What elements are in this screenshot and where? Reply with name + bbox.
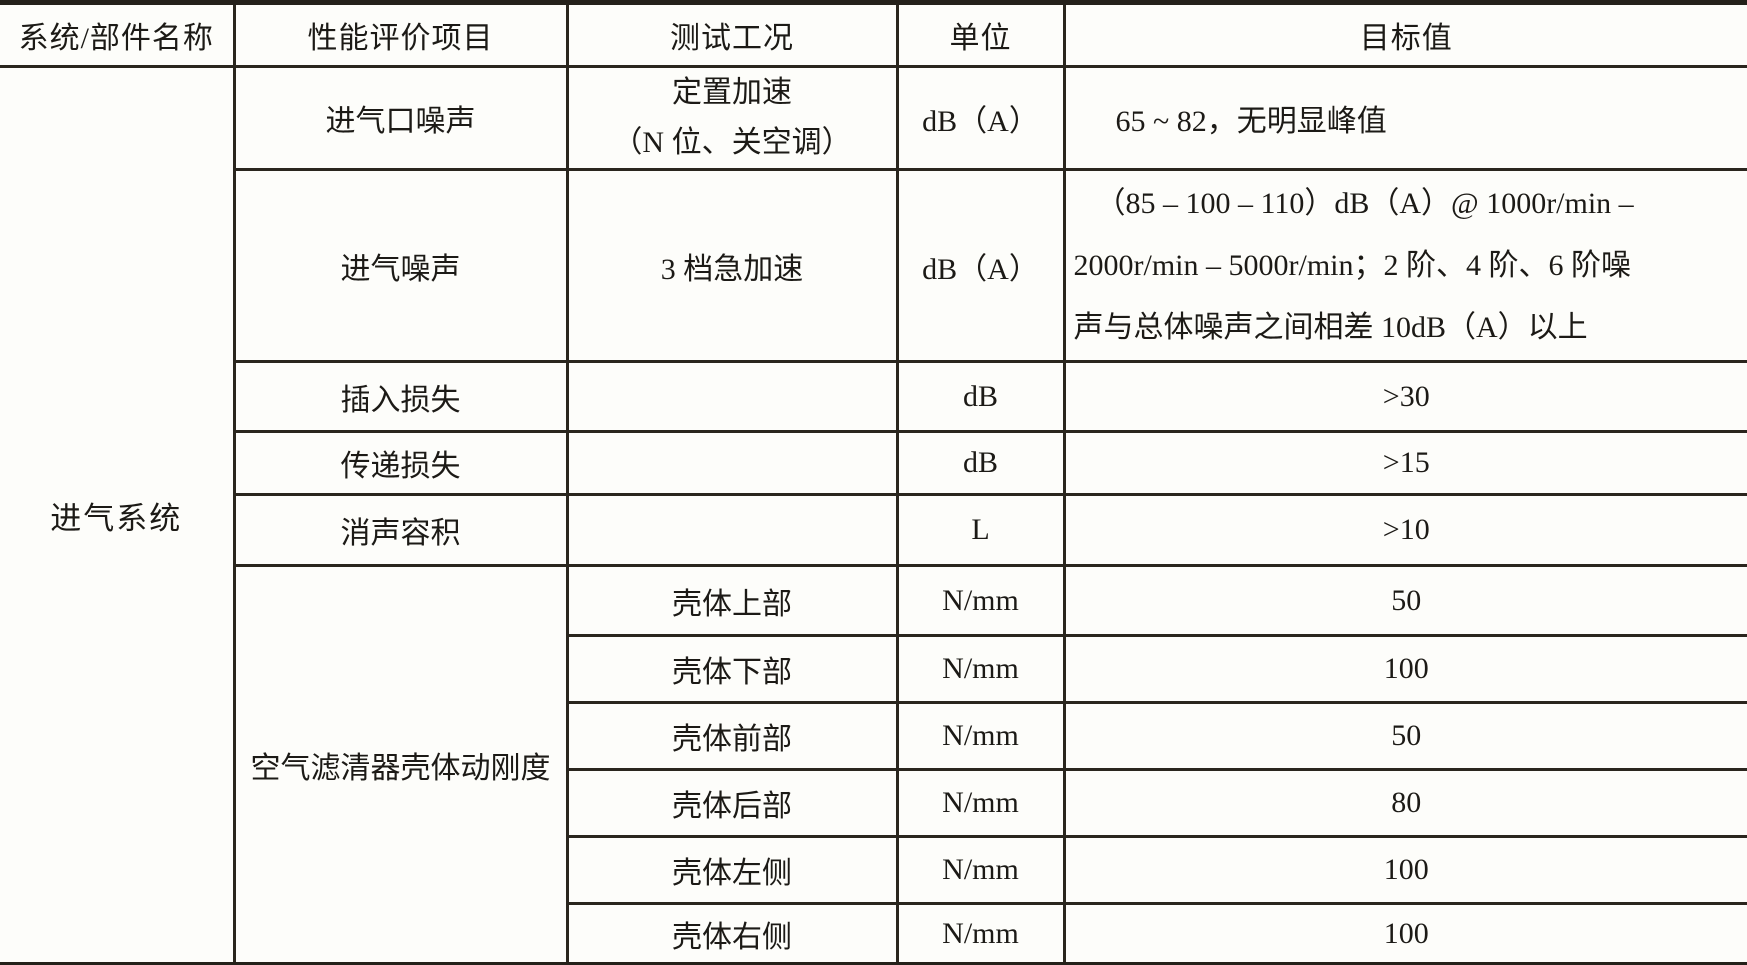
target-cell: >30	[1062, 360, 1747, 433]
condition-cell-empty	[565, 493, 899, 567]
unit-cell: dB	[895, 360, 1066, 433]
header-row: 系统/部件名称 性能评价项目 测试工况 单位 目标值	[0, 1, 1747, 68]
target-cell: 80	[1062, 768, 1747, 838]
unit-cell: L	[895, 493, 1066, 567]
row-housing-rear: 壳体后部 N/mm 80	[0, 768, 1747, 838]
item-cell: 进气口噪声	[232, 65, 569, 171]
target-cell: 100	[1062, 902, 1747, 965]
header-system-column: 系统/部件名称	[0, 1, 236, 68]
unit-cell: N/mm	[895, 768, 1066, 838]
row-intake-port-noise: 进气系统 进气口噪声 定置加速 （N 位、关空调） dB（A） 65 ~ 82，…	[0, 65, 1747, 965]
condition-cell: 定置加速 （N 位、关空调）	[565, 65, 899, 171]
unit-cell: dB（A）	[895, 65, 1066, 171]
item-cell: 消声容积	[232, 493, 569, 567]
target-line: 2000r/min – 5000r/min；2 阶、4 阶、6 阶噪	[1073, 248, 1632, 282]
row-housing-bottom: 壳体下部 N/mm 100	[0, 634, 1747, 704]
unit-cell: N/mm	[895, 835, 1066, 905]
row-transmission-loss: 传递损失 dB >15	[0, 430, 1747, 496]
condition-cell: 壳体右侧	[565, 902, 899, 965]
item-cell: 进气噪声	[232, 168, 569, 363]
condition-cell: 壳体前部	[565, 701, 899, 771]
row-housing-top: 空气滤清器壳体动刚度 壳体上部 N/mm 50	[0, 564, 1747, 965]
target-cell: 100	[1062, 835, 1747, 905]
target-cell: 50	[1062, 701, 1747, 771]
target-cell: （85 – 100 – 110）dB（A）@ 1000r/min – 2000r…	[1062, 168, 1747, 363]
unit-cell: dB（A）	[895, 168, 1066, 363]
row-housing-front: 壳体前部 N/mm 50	[0, 701, 1747, 771]
unit-cell: dB	[895, 430, 1066, 496]
target-line: （85 – 100 – 110）dB（A）@ 1000r/min –	[1095, 186, 1634, 220]
condition-cell: 壳体后部	[565, 768, 899, 838]
row-housing-left: 壳体左侧 N/mm 100	[0, 835, 1747, 905]
condition-cell-empty	[565, 430, 899, 496]
header-item-column: 性能评价项目	[232, 1, 569, 68]
item-group-cell: 空气滤清器壳体动刚度	[232, 564, 569, 965]
target-cell: >15	[1062, 430, 1747, 496]
row-intake-noise: 进气噪声 3 档急加速 dB（A） （85 – 100 – 110）dB（A）@…	[0, 168, 1747, 363]
target-cell: >10	[1062, 493, 1747, 567]
header-condition-column: 测试工况	[565, 1, 899, 68]
unit-cell: N/mm	[895, 634, 1066, 704]
condition-cell-empty	[565, 360, 899, 433]
unit-cell: N/mm	[895, 902, 1066, 965]
item-cell: 插入损失	[232, 360, 569, 433]
row-insertion-loss: 插入损失 dB >30	[0, 360, 1747, 433]
row-muffler-volume: 消声容积 L >10	[0, 493, 1747, 567]
system-name-cell: 进气系统	[0, 65, 236, 965]
condition-line: 定置加速	[672, 76, 792, 109]
row-housing-right: 壳体右侧 N/mm 100	[0, 902, 1747, 965]
condition-line: （N 位、关空调）	[612, 126, 852, 159]
condition-cell: 3 档急加速	[565, 168, 899, 363]
target-line: 声与总体噪声之间相差 10dB（A）以上	[1073, 310, 1588, 344]
target-cell: 50	[1062, 564, 1747, 637]
condition-cell: 壳体左侧	[565, 835, 899, 905]
target-cell: 100	[1062, 634, 1747, 704]
item-cell: 传递损失	[232, 430, 569, 496]
unit-cell: N/mm	[895, 701, 1066, 771]
condition-cell: 壳体上部	[565, 564, 899, 637]
header-unit-column: 单位	[895, 1, 1066, 68]
unit-cell: N/mm	[895, 564, 1066, 637]
condition-cell: 壳体下部	[565, 634, 899, 704]
target-cell: 65 ~ 82，无明显峰值	[1062, 65, 1747, 171]
header-target-column: 目标值	[1062, 1, 1747, 68]
